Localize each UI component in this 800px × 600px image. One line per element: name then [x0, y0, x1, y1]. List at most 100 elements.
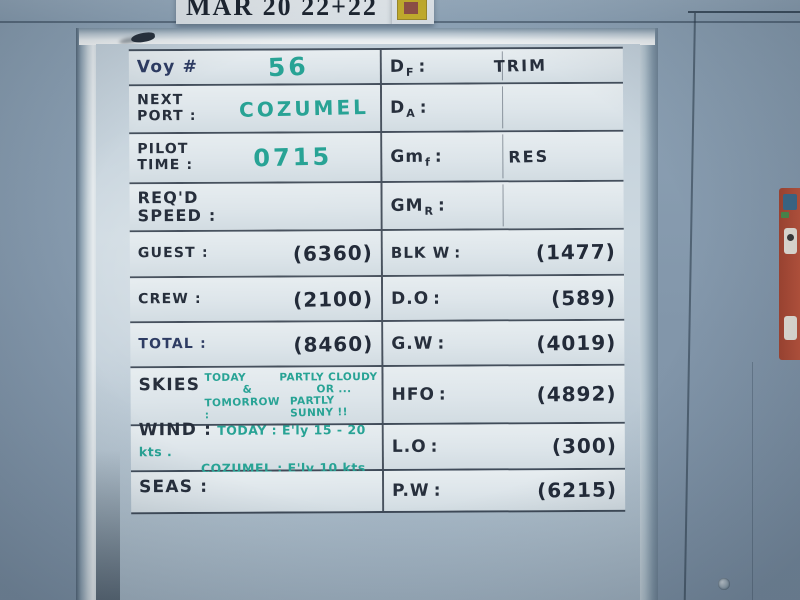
table-row: CREW : (2100) D.O: (589) [129, 273, 625, 322]
guest-label: GUEST : [137, 245, 209, 262]
cell-black-water: BLK W: (1477) [382, 229, 624, 275]
skies-forecast: TODAY PARTLY CLOUDY & OR ... TOMORROW : … [204, 371, 377, 422]
yellow-sticker [397, 0, 427, 20]
df-label-sub: F [405, 65, 415, 79]
marker-smudge [130, 31, 156, 44]
poster-dot [787, 234, 794, 241]
table-row: WIND : TODAY : E'ly 15 - 20 kts . COZUME… [130, 420, 625, 475]
skies-label: SKIES [138, 374, 201, 396]
lo-value: (300) [551, 433, 618, 459]
df-label: D [389, 56, 406, 77]
hfo-colon: : [438, 384, 447, 405]
crew-value: (2100) [292, 286, 374, 312]
table-row: SEAS : P.W: (6215) [130, 467, 626, 513]
cell-gray-water: G.W: (4019) [383, 320, 625, 365]
cell-seas: SEAS : [131, 470, 385, 513]
table-row: GUEST : (6360) BLK W: (1477) [129, 227, 624, 277]
hfo-label: HFO [391, 384, 435, 405]
gw-value: (4019) [536, 329, 617, 356]
cell-divider-line [501, 86, 504, 129]
cell-pilot-time: PILOT TIME : 0715 [129, 132, 383, 183]
lo-label: L.O [391, 436, 427, 457]
date-sign-text: MAR 20 22+22 [186, 0, 378, 21]
wind-label: WIND : [138, 420, 213, 441]
gmr-colon: : [437, 195, 446, 216]
poster-checkmark [781, 212, 789, 218]
reqd-speed-label: REQ'D SPEED : [137, 188, 217, 226]
hfo-value: (4892) [536, 381, 617, 407]
sticker-backing-paper [392, 0, 434, 24]
skies-ampersand: & [242, 383, 253, 396]
voy-label: Voy # [136, 56, 199, 78]
gmf-label-sub: f [425, 155, 431, 169]
cell-reqd-speed: REQ'D SPEED : [129, 182, 383, 231]
crew-label: CREW : [138, 290, 202, 307]
cell-skies: SKIES TODAY PARTLY CLOUDY & OR ... [130, 366, 384, 425]
gmf-value: RES [508, 146, 550, 167]
cell-voy-number: Voy # 56 [128, 49, 382, 85]
cell-heavy-fuel-oil: HFO: (4892) [383, 365, 625, 423]
wall-vertical-seam-lower [752, 362, 753, 600]
do-value: (589) [550, 284, 617, 310]
pw-colon: : [433, 480, 442, 501]
cell-gm-fluid: Gm f: RES [382, 131, 624, 181]
whiteboard-top-frame [79, 28, 655, 45]
gmf-label: Gm [390, 146, 425, 167]
skies-tomorrow: TOMORROW : [204, 395, 281, 422]
total-label: TOTAL : [138, 335, 207, 352]
cell-divider-line [502, 134, 504, 179]
skies-condition-1: PARTLY CLOUDY [279, 370, 378, 384]
gw-colon: : [437, 333, 446, 354]
da-label-sub: A [406, 106, 416, 120]
cell-wind: WIND : TODAY : E'ly 15 - 20 kts . COZUME… [130, 420, 384, 475]
cell-crew: CREW : (2100) [129, 276, 384, 322]
blkw-colon: : [454, 243, 462, 262]
voy-value: 56 [267, 51, 310, 83]
poster-graphic [783, 194, 797, 210]
wall-top-right-frame-line [688, 11, 800, 13]
date-sign-paper: MAR 20 22+22 [176, 0, 392, 24]
pw-label: P.W [392, 480, 430, 501]
gmf-colon: : [434, 146, 443, 167]
gmr-label: GM [390, 195, 424, 216]
frame-bottom-shadow [96, 450, 120, 600]
next-port-value: COZUMEL [238, 94, 369, 122]
cell-lube-oil: L.O: (300) [383, 423, 625, 469]
blkw-value: (1477) [535, 239, 617, 265]
blkw-label: BLK W [390, 243, 451, 262]
da-label: D [390, 97, 406, 118]
cell-divider-line [502, 184, 504, 227]
wall-vertical-seam [683, 12, 696, 600]
poster-card [784, 228, 797, 254]
cell-guest: GUEST : (6360) [129, 230, 383, 277]
table-row: PILOT TIME : 0715 Gm f: RES [129, 129, 624, 183]
next-port-label: NEXT PORT : [137, 92, 197, 125]
guest-value: (6360) [292, 240, 374, 266]
cell-gm-r: GM R: [382, 181, 624, 229]
pilot-time-label: PILOT TIME : [137, 141, 194, 174]
do-colon: : [433, 288, 441, 309]
table-row: TOTAL : (8460) G.W: (4019) [130, 318, 625, 367]
table-row: SKIES TODAY PARTLY CLOUDY & OR ... [130, 363, 625, 425]
wall-screw [718, 578, 730, 590]
poster-card [784, 316, 797, 340]
safety-poster [779, 188, 800, 360]
do-label: D.O [391, 288, 430, 309]
sticker-core [404, 2, 418, 14]
pilot-time-value: 0715 [252, 142, 333, 173]
gw-label: G.W [391, 333, 434, 354]
skies-today: TODAY [204, 371, 247, 384]
da-colon: : [419, 97, 428, 118]
df-colon: : [418, 56, 427, 77]
cell-diesel-oil: D.O: (589) [382, 275, 625, 320]
lo-colon: : [430, 436, 439, 457]
pw-value: (6215) [536, 477, 618, 503]
table-row: REQ'D SPEED : GM R: [129, 179, 624, 231]
